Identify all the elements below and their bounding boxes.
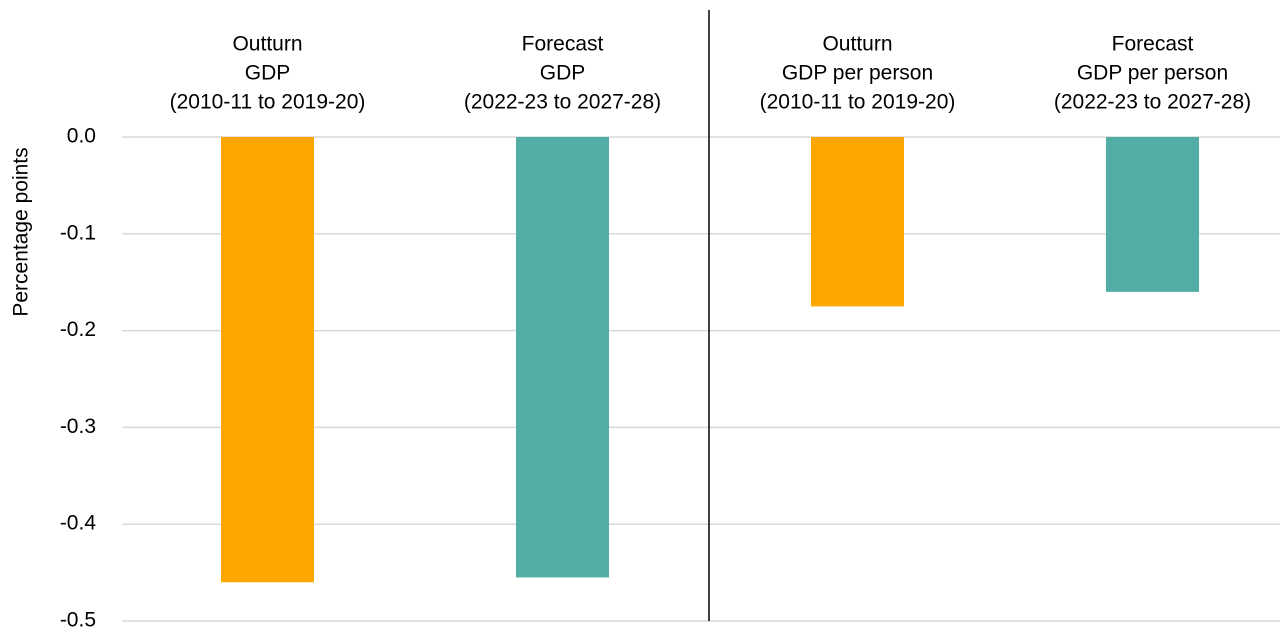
x-category-label: GDP xyxy=(540,62,586,85)
y-tick-label: -0.2 xyxy=(60,318,96,341)
x-category-label: Forecast xyxy=(1112,33,1194,56)
bar xyxy=(516,137,609,578)
x-category-label: (2010-11 to 2019-20) xyxy=(170,91,366,114)
x-category-label: GDP per person xyxy=(1077,62,1228,85)
y-tick-label: -0.3 xyxy=(60,415,96,438)
x-category-label: Forecast xyxy=(522,33,604,56)
y-axis-label: Percentage points xyxy=(10,147,33,316)
x-category-label: GDP xyxy=(245,62,291,85)
bar xyxy=(811,137,904,307)
x-category-label: (2022-23 to 2027-28) xyxy=(464,91,661,114)
x-category-label: GDP per person xyxy=(782,62,933,85)
y-tick-label: -0.5 xyxy=(60,609,96,632)
bar xyxy=(221,137,314,583)
bar xyxy=(1106,137,1199,292)
x-category-label: Outturn xyxy=(232,33,302,56)
y-tick-label: 0.0 xyxy=(67,125,96,148)
x-category-label: Outturn xyxy=(822,33,892,56)
x-category-label: (2022-23 to 2027-28) xyxy=(1054,91,1251,114)
y-tick-label: -0.4 xyxy=(60,512,97,535)
y-tick-label: -0.1 xyxy=(60,221,96,244)
x-category-label: (2010-11 to 2019-20) xyxy=(760,91,956,114)
